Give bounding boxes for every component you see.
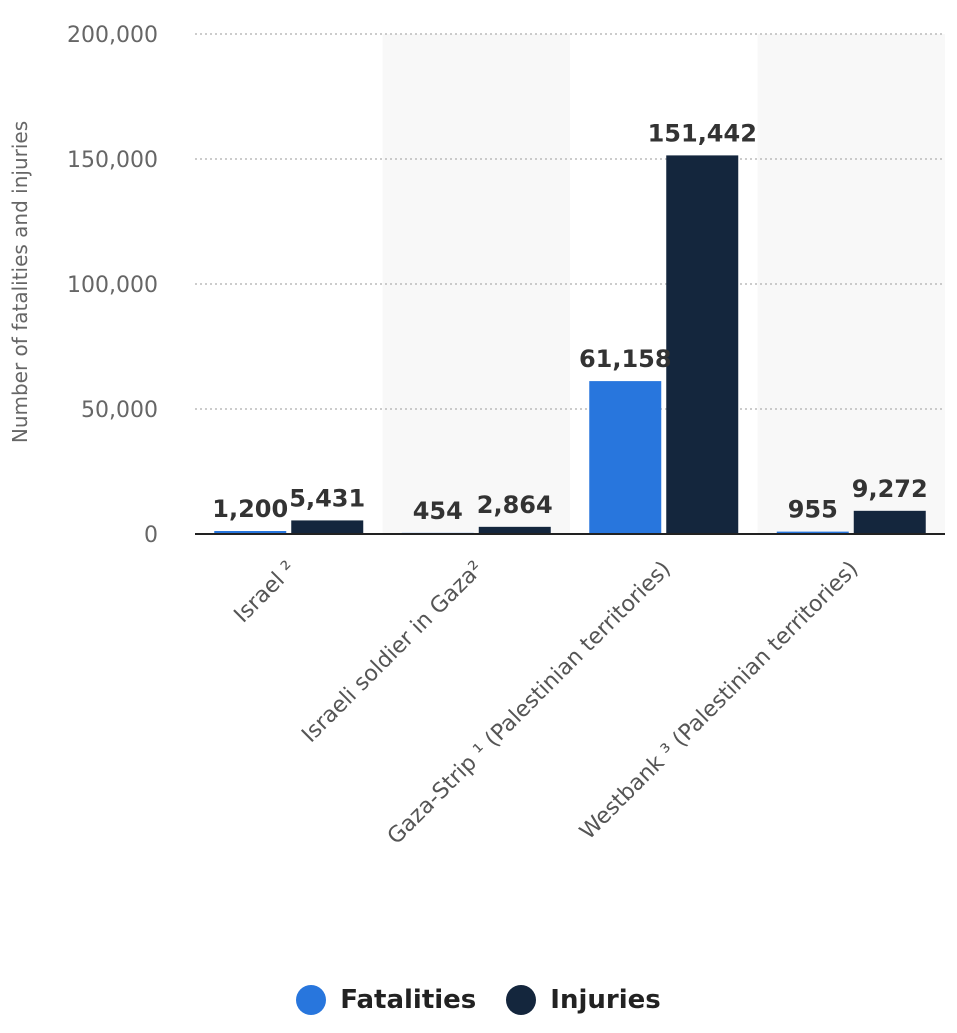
- legend: Fatalities Injuries: [0, 985, 957, 1015]
- data-label-injuries-0: 5,431: [289, 484, 365, 512]
- data-label-injuries-2: 151,442: [648, 119, 757, 147]
- legend-dot-injuries: [506, 985, 537, 1015]
- data-label-injuries-3: 9,272: [852, 475, 928, 503]
- bar-injuries-0[interactable]: [291, 520, 364, 534]
- y-axis-label: Number of fatalities and injuries: [8, 121, 32, 443]
- legend-label-injuries: Injuries: [550, 985, 661, 1015]
- bar-injuries-3[interactable]: [853, 510, 926, 534]
- bar-fatalities-0[interactable]: [214, 531, 287, 534]
- bars: [214, 155, 926, 534]
- data-label-fatalities-0: 1,200: [212, 495, 288, 523]
- chart: 0 50,000 100,000 150,000 200,000 Number of f…: [8, 23, 945, 850]
- legend-item-injuries[interactable]: Injuries: [506, 985, 661, 1015]
- category-label-1: Israeli soldier in Gaza²: [297, 557, 488, 748]
- gridlines: [195, 33, 945, 410]
- y-tick-label: 150,000: [67, 148, 158, 173]
- legend-item-fatalities[interactable]: Fatalities: [296, 985, 476, 1015]
- data-label-fatalities-3: 955: [788, 496, 838, 524]
- data-label-injuries-1: 2,864: [477, 491, 553, 519]
- bar-fatalities-3[interactable]: [776, 531, 849, 534]
- data-labels: 1,200 5,431 454 2,864 61,158 151,442 955 9,272: [212, 119, 927, 524]
- data-label-fatalities-2: 61,158: [579, 345, 672, 373]
- category-label-0: Israel ²: [230, 557, 301, 628]
- y-tick-label: 100,000: [67, 273, 158, 298]
- bar-fatalities-2[interactable]: [589, 381, 662, 534]
- bar-injuries-1[interactable]: [478, 526, 551, 534]
- legend-dot-fatalities: [296, 985, 327, 1015]
- legend-label-fatalities: Fatalities: [340, 985, 477, 1015]
- y-tick-label: 50,000: [81, 398, 158, 423]
- y-tick-label: 200,000: [67, 23, 158, 48]
- bar-injuries-2[interactable]: [666, 155, 739, 534]
- data-label-fatalities-1: 454: [413, 497, 463, 525]
- y-tick-label: 0: [144, 523, 158, 548]
- y-axis-ticks: 0 50,000 100,000 150,000 200,000: [67, 23, 158, 548]
